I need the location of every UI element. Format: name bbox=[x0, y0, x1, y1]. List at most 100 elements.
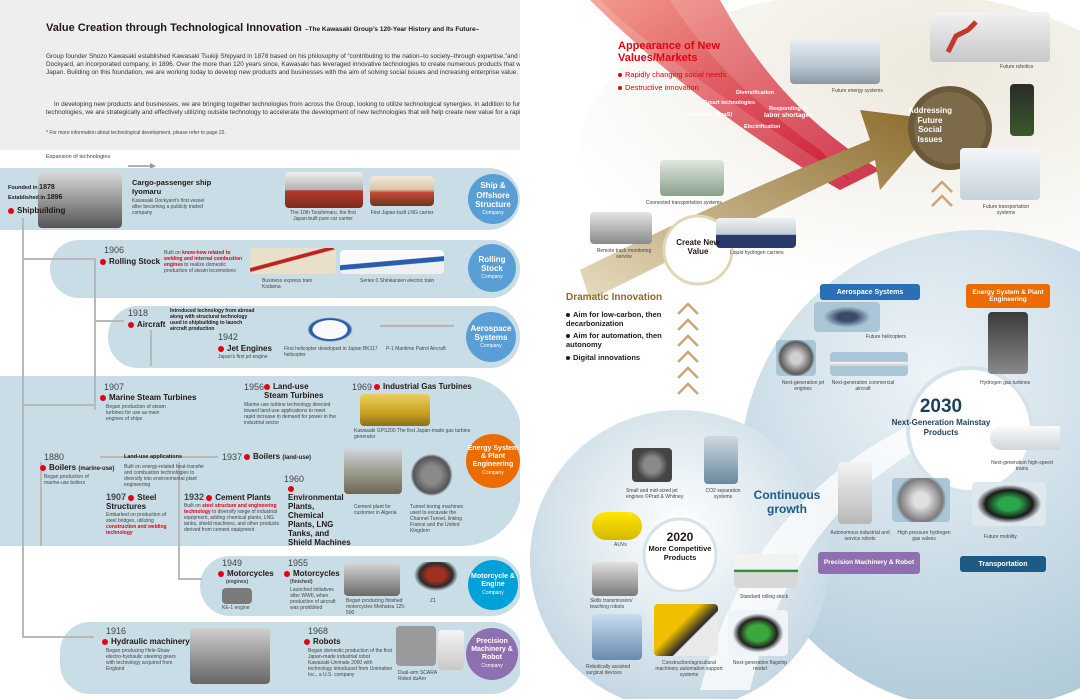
bullet-dot-icon bbox=[244, 453, 250, 460]
connector-main bbox=[22, 218, 24, 638]
marine-desc: Began production of steam turbines for u… bbox=[106, 404, 166, 422]
year-1880: 1880 bbox=[44, 452, 65, 462]
moto-finished-label: Motorcycles bbox=[284, 569, 340, 578]
remote-monitoring-photo bbox=[590, 212, 652, 244]
transport-photo bbox=[960, 148, 1040, 200]
shipbuilding-text: Shipbuilding bbox=[17, 206, 66, 215]
steel-label: 1907 Steel Structures bbox=[106, 492, 176, 511]
flagship-caption: Next-generation flagship model bbox=[732, 660, 788, 672]
bullet-dot-icon bbox=[566, 356, 570, 361]
boilers-desc: Began production of marine-use boilers bbox=[44, 474, 89, 486]
intro-footnote: * For more information about technologic… bbox=[46, 130, 226, 136]
dramatic-item-3: Digital innovations bbox=[566, 353, 676, 362]
rolling-std-photo bbox=[734, 554, 798, 588]
future-mobility-caption: Future mobility bbox=[984, 534, 1017, 540]
dramatic-item-1-text: Aim for low-carbon, then decarbonization bbox=[566, 310, 662, 328]
founded-year: 1878 bbox=[39, 184, 55, 191]
bullet-dot-icon bbox=[566, 313, 570, 318]
year-1906: 1906 bbox=[104, 245, 125, 255]
connector-h5 bbox=[178, 578, 202, 580]
cement-plant-caption: Cement plant for customer in Algeria bbox=[354, 504, 397, 516]
h2-turbine-photo bbox=[988, 312, 1028, 374]
bullet-dot-icon bbox=[128, 321, 134, 328]
dramatic-item-1: Aim for low-carbon, then decarbonization bbox=[566, 310, 676, 328]
kodama-caption: Business express train Kodama bbox=[262, 278, 313, 290]
rolling-desc-c: to realize domestic production of steam … bbox=[164, 262, 236, 274]
category-rolling-text: Rolling Stock bbox=[478, 254, 506, 274]
bullet-dot-icon bbox=[618, 73, 622, 78]
tag-labor-a: Responding to bbox=[769, 106, 808, 112]
tag-maas: Services (MaaS) bbox=[690, 112, 733, 118]
iyomaru-photo bbox=[38, 172, 122, 228]
page-title: Value Creation through Technological Inn… bbox=[46, 22, 606, 34]
next-gen-products: Next-Generation Mainstay Products bbox=[891, 418, 991, 437]
bullet-dot-icon bbox=[100, 394, 106, 401]
liquid-h2-caption: Liquid hydrogen carriers bbox=[730, 250, 784, 256]
co2-photo bbox=[704, 436, 738, 484]
connector-h4 bbox=[22, 636, 94, 638]
landuse-text: Land-use Steam Turbines bbox=[264, 382, 324, 400]
jet-engine-caption: Small and mid-sized jet engines ©Pratt &… bbox=[626, 488, 684, 500]
duaro-photo bbox=[438, 630, 464, 670]
bullet-dot-icon bbox=[304, 638, 310, 645]
established-text: Established in bbox=[8, 195, 46, 201]
meihatsu-caption: Began producing finished motorcycles Mei… bbox=[346, 598, 406, 616]
bullet-dot-icon bbox=[218, 345, 224, 352]
iyomaru-desc: Kawasaki Dockyard’s first vessel after b… bbox=[132, 198, 205, 216]
iyomaru-title: Cargo-passenger ship Iyomaru bbox=[132, 178, 212, 196]
env-label: Environmental Plants, Chemical Plants, L… bbox=[288, 484, 352, 547]
category-rolling: Rolling Stock Company bbox=[468, 244, 516, 292]
tag-electrification: Electrification bbox=[744, 124, 781, 130]
skills-caption: Skills transmission/ teaching robots bbox=[590, 598, 633, 610]
label-2020: 2020 More Competitive Products bbox=[646, 530, 714, 562]
cement-desc-a: Built on bbox=[184, 503, 201, 509]
appearance-bullet-2-text: Destructive innovation bbox=[625, 83, 699, 92]
title-sub: –The Kawasaki Group’s 120-Year History a… bbox=[304, 26, 480, 33]
rolling-label: Rolling Stock bbox=[100, 257, 160, 266]
intro-paragraph-1: Group founder Shozo Kawasaki established… bbox=[46, 53, 596, 76]
bullet-dot-icon bbox=[102, 638, 108, 645]
gas-label: Industrial Gas Turbines bbox=[374, 382, 472, 391]
year-2030: 2030 bbox=[919, 396, 963, 417]
company-label: Company bbox=[481, 663, 503, 670]
future-heli-caption: Future helicopters bbox=[866, 334, 907, 340]
category-aero-text: Aerospace Systems bbox=[470, 323, 512, 343]
connector-v2 bbox=[94, 258, 96, 410]
category-ship: Ship & Offshore Structure Company bbox=[468, 174, 518, 224]
boilers-land-label: Boilers (land-use) bbox=[244, 452, 311, 461]
company-label: Company bbox=[482, 470, 504, 477]
year-1969: 1969 bbox=[352, 382, 373, 392]
shinkansen-caption: Series 0 Shinkansen electric train bbox=[360, 278, 435, 284]
tag-labor: Responding to labor shortages bbox=[764, 106, 813, 119]
steering-gear-photo bbox=[190, 628, 270, 684]
moto-engine-text: Motorcycles bbox=[227, 569, 274, 578]
dramatic-item-3-text: Digital innovations bbox=[573, 353, 641, 362]
expansion-label: Expansion of technologies bbox=[46, 154, 111, 160]
category-precision-text: Precision Machinery & Robot bbox=[471, 638, 513, 662]
cement-desc: Built on steel structure and engineering… bbox=[184, 503, 284, 533]
continuous-growth: Continuous growth bbox=[753, 488, 821, 516]
cement-plant-photo bbox=[344, 448, 402, 494]
company-label: Company bbox=[482, 590, 504, 597]
label-2030: 2030 Next-Generation Mainstay Products bbox=[888, 396, 994, 438]
unimate-photo bbox=[396, 626, 436, 666]
rolling-desc: Built on know-how related to welding and… bbox=[164, 250, 244, 274]
intro-paragraph-2: In developing new products and businesse… bbox=[46, 101, 596, 116]
category-moto-text: Motorcycle & Engine bbox=[471, 573, 515, 589]
liquid-h2-photo bbox=[716, 218, 796, 248]
company-label: Company bbox=[480, 343, 502, 350]
steel-desc: Embarked on production of steel bridges,… bbox=[106, 512, 176, 536]
header-panel bbox=[0, 0, 620, 150]
hydraulic-label: Hydraulic machinery bbox=[102, 637, 190, 646]
year-1907b: 1907 bbox=[106, 492, 127, 502]
boilers-label: Boilers (marine-use) bbox=[40, 463, 114, 472]
appearance-bullet-1-text: Rapidly changing social needs bbox=[625, 70, 727, 79]
bullet-dot-icon bbox=[618, 86, 622, 91]
auto-robot-caption: Autonomous industrial and service robots bbox=[830, 530, 890, 542]
gps200-photo bbox=[360, 394, 430, 426]
steel-desc-b: construction and welding technology bbox=[106, 524, 167, 536]
energy-systems-caption: Future energy systems bbox=[832, 88, 883, 94]
env-text: Environmental Plants, Chemical Plants, L… bbox=[288, 493, 351, 547]
robots-desc: Began domestic production of the first J… bbox=[308, 648, 393, 678]
year-1956: 1956 bbox=[244, 382, 265, 392]
